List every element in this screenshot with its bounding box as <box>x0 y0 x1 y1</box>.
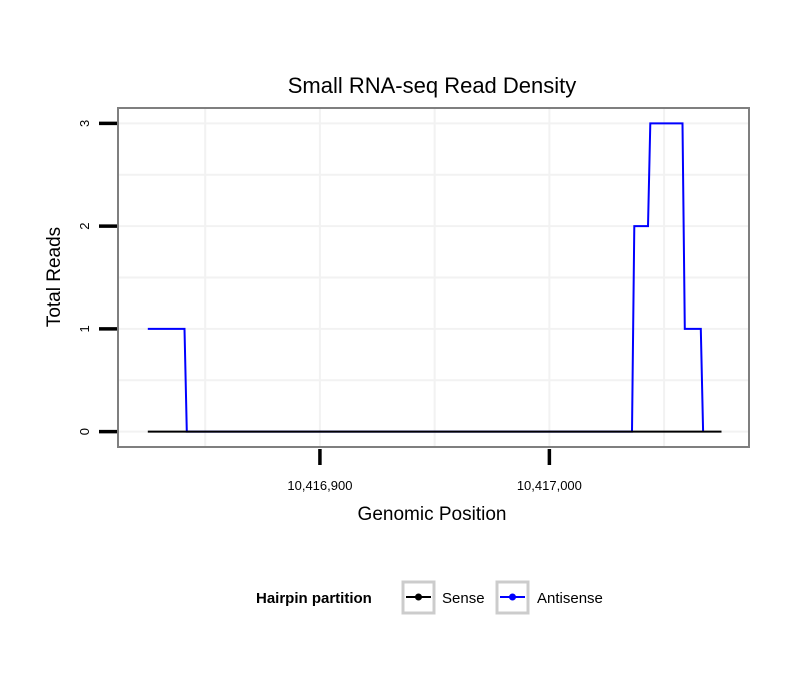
legend-label-sense: Sense <box>442 590 485 607</box>
x-tick-label: 10,417,000 <box>517 478 582 493</box>
legend-point-antisense <box>509 593 516 601</box>
gridlines <box>118 108 749 447</box>
legend-entry-antisense: Antisense <box>495 580 603 615</box>
y-axis-ticks: 0 1 2 3 <box>77 120 117 435</box>
y-tick-label: 1 <box>77 325 92 332</box>
legend-point-sense <box>415 593 422 601</box>
data-series <box>147 122 722 433</box>
plot-panel-border <box>117 107 750 448</box>
x-tick-label: 10,416,900 <box>287 478 352 493</box>
y-tick-label: 3 <box>77 120 92 127</box>
y-tick-label: 2 <box>77 222 92 229</box>
y-tick-label: 0 <box>77 428 92 435</box>
legend-label-antisense: Antisense <box>537 590 603 607</box>
legend-entry-sense: Sense <box>401 580 485 615</box>
y-axis-title: Total Reads <box>44 227 65 327</box>
series-line-antisense <box>147 122 705 433</box>
x-axis-ticks: 10,416,900 10,417,000 <box>287 449 582 493</box>
legend: Hairpin partition Sense Antisense <box>256 580 603 615</box>
legend-title: Hairpin partition <box>256 590 372 607</box>
x-axis-title: Genomic Position <box>358 504 507 525</box>
chart-title: Small RNA-seq Read Density <box>288 73 577 98</box>
